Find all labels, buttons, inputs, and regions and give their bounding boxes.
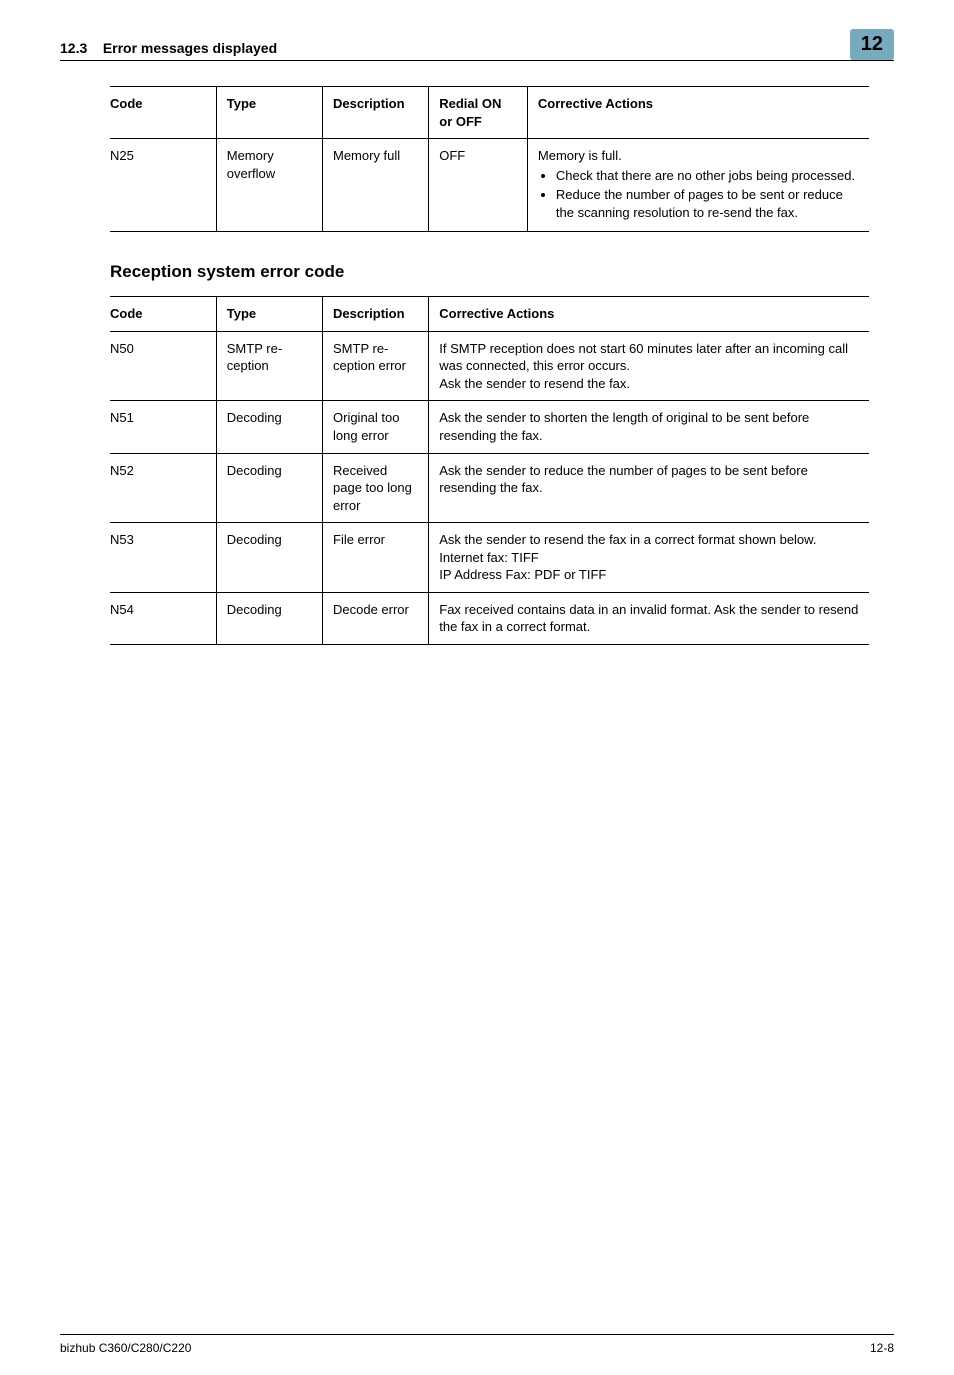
table-header-row: Code Type Descrip­tion Corrective Action… (110, 297, 869, 332)
cell-desc: SMTP re­ception er­ror (323, 331, 429, 401)
error-table-2: Code Type Descrip­tion Corrective Action… (110, 296, 869, 645)
cell-code: N25 (110, 139, 216, 232)
col-header: Type (216, 87, 322, 139)
list-item: Check that there are no other jobs being… (556, 167, 859, 185)
col-header: Code (110, 87, 216, 139)
cell-action: Ask the sender to resend the fax in a co… (429, 523, 869, 593)
table-row: N53 Decoding File error Ask the sender t… (110, 523, 869, 593)
cell-action: If SMTP reception does not start 60 minu… (429, 331, 869, 401)
cell-desc: Original too long error (323, 401, 429, 453)
page-header: 12.3 Error messages displayed 12 (60, 25, 894, 61)
table-row: N25 Memory overflow Memory full OFF Memo… (110, 139, 869, 232)
cell-desc: File error (323, 523, 429, 593)
cell-redial: OFF (429, 139, 528, 232)
col-header: Descrip­tion (323, 87, 429, 139)
error-table-1: Code Type Descrip­tion Redial ON or OFF … (110, 86, 869, 232)
cell-type: Memory overflow (216, 139, 322, 232)
page-footer: bizhub C360/C280/C220 12-8 (60, 1334, 894, 1355)
cell-action: Ask the sender to shorten the length of … (429, 401, 869, 453)
col-header: Type (216, 297, 322, 332)
page: 12.3 Error messages displayed 12 Code Ty… (0, 25, 954, 1375)
chapter-badge: 12 (850, 29, 894, 60)
table-row: N50 SMTP re­ception SMTP re­ception er­r… (110, 331, 869, 401)
section-title-text: Error messages displayed (103, 40, 277, 56)
table-row: N51 Decoding Original too long error Ask… (110, 401, 869, 453)
cell-desc: Received page too long error (323, 453, 429, 523)
cell-code: N54 (110, 592, 216, 644)
cell-type: Decoding (216, 592, 322, 644)
table-header-row: Code Type Descrip­tion Redial ON or OFF … (110, 87, 869, 139)
cell-code: N50 (110, 331, 216, 401)
cell-desc: Decode er­ror (323, 592, 429, 644)
cell-action: Ask the sender to reduce the number of p… (429, 453, 869, 523)
col-header: Corrective Actions (527, 87, 869, 139)
cell-type: Decoding (216, 523, 322, 593)
col-header: Code (110, 297, 216, 332)
list-item: Reduce the number of pages to be sent or… (556, 186, 859, 221)
cell-action: Fax received contains data in an invalid… (429, 592, 869, 644)
table-row: N54 Decoding Decode er­ror Fax received … (110, 592, 869, 644)
section-number: 12.3 (60, 40, 87, 56)
cell-type: Decoding (216, 401, 322, 453)
col-header: Redial ON or OFF (429, 87, 528, 139)
action-lead: Memory is full. (538, 148, 622, 163)
cell-code: N52 (110, 453, 216, 523)
cell-desc: Memory full (323, 139, 429, 232)
table-row: N52 Decoding Received page too long erro… (110, 453, 869, 523)
reception-section-title: Reception system error code (110, 262, 869, 282)
cell-type: SMTP re­ception (216, 331, 322, 401)
header-left: 12.3 Error messages displayed (60, 40, 277, 56)
cell-code: N53 (110, 523, 216, 593)
content-area: Code Type Descrip­tion Redial ON or OFF … (0, 61, 954, 645)
cell-type: Decoding (216, 453, 322, 523)
col-header: Corrective Actions (429, 297, 869, 332)
cell-code: N51 (110, 401, 216, 453)
col-header: Descrip­tion (323, 297, 429, 332)
cell-action: Memory is full. Check that there are no … (527, 139, 869, 232)
footer-right: 12-8 (870, 1341, 894, 1355)
footer-left: bizhub C360/C280/C220 (60, 1341, 191, 1355)
action-list: Check that there are no other jobs being… (538, 167, 859, 222)
